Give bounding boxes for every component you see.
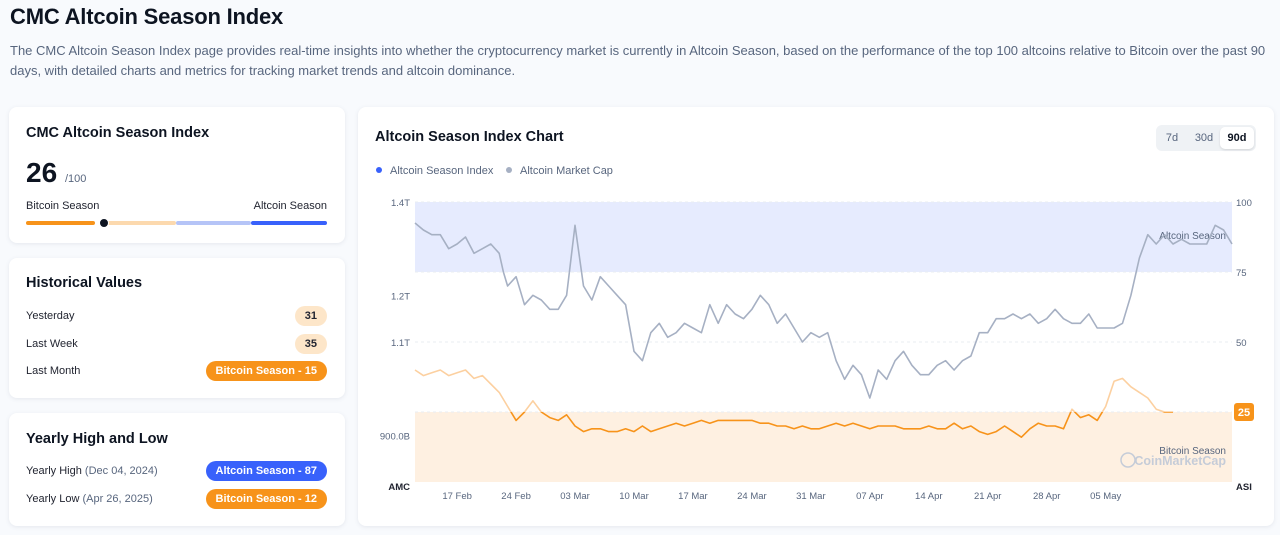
bitcoin-season-zone-label: Bitcoin Season — [1159, 446, 1226, 457]
yearly-low-date: (Apr 26, 2025) — [82, 493, 153, 505]
yesterday-label: Yesterday — [26, 310, 75, 322]
meter-segment-light-blue — [176, 221, 251, 225]
yearly-low-row-label: Yearly Low (Apr 26, 2025) — [26, 493, 153, 505]
x-axis-tick-label: 24 Feb — [501, 491, 531, 502]
timeframe-toggle-group: 7d 30d 90d — [1156, 125, 1256, 151]
chart-title: Altcoin Season Index Chart — [375, 129, 564, 145]
chart-card: Altcoin Season Bitcoin Season CoinMarketCa… — [358, 107, 1274, 526]
meter-segment-altcoin — [251, 221, 327, 225]
yesterday-value-badge: 31 — [294, 306, 327, 326]
left-axis-tick-label: 1.1T — [391, 338, 410, 349]
index-max: /100 — [65, 173, 87, 185]
last-month-label: Last Month — [26, 365, 81, 377]
historical-values-card: Historical Values Yesterday 31 Last Week… — [9, 258, 345, 398]
index-card-title: CMC Altcoin Season Index — [26, 125, 210, 141]
left-axis-tick-label: 900.0B — [380, 431, 410, 442]
coinmarketcap-logo-icon — [1120, 452, 1136, 468]
index-card: CMC Altcoin Season Index 26 /100 Bitcoin… — [9, 107, 345, 243]
meter-indicator — [99, 218, 110, 228]
altcoin-season-chart: Altcoin Season Bitcoin SeasonCoinMarketCa… — [380, 198, 1254, 502]
meter-segment-bitcoin — [26, 221, 95, 225]
x-axis-tick-label: 21 Apr — [974, 491, 1001, 502]
meter-segment-light-orange — [101, 221, 176, 225]
x-axis-tick-label: 31 Mar — [796, 491, 826, 502]
x-axis-tick-label: 17 Feb — [442, 491, 472, 502]
x-axis-tick-label: 17 Mar — [678, 491, 708, 502]
x-axis-tick-label: 24 Mar — [737, 491, 767, 502]
legend-dot-index — [376, 167, 382, 173]
series-line-index — [510, 412, 1173, 438]
season-meter — [26, 218, 327, 228]
bitcoin-season-zone — [415, 412, 1232, 482]
right-axis-tick-label: 50 — [1236, 338, 1247, 349]
toggle-7d[interactable]: 7d — [1165, 132, 1179, 144]
current-value-badge — [1234, 403, 1254, 421]
series-line-market-cap — [414, 222, 1233, 399]
left-axis-tick-label: 1.4T — [391, 198, 410, 209]
bitcoin-season-label: Bitcoin Season — [26, 200, 100, 212]
last-month-value-badge: Bitcoin Season - 15 — [205, 361, 327, 381]
altcoin-season-label: Altcoin Season — [253, 200, 327, 212]
page-description: The CMC Altcoin Season Index page provid… — [10, 43, 1266, 78]
yearly-high-low-title: Yearly High and Low — [26, 431, 168, 447]
yearly-high-date: (Dec 04, 2024) — [84, 465, 158, 477]
yearly-high-label: Yearly High — [26, 465, 82, 477]
legend-item-index[interactable]: Altcoin Season Index — [376, 165, 493, 177]
legend-item-marketcap[interactable]: Altcoin Market Cap — [506, 165, 613, 177]
left-axis-label: AMC — [388, 482, 410, 493]
x-axis-tick-label: 10 Mar — [619, 491, 649, 502]
x-axis-tick-label: 14 Apr — [915, 491, 942, 502]
left-axis-tick-label: 1.2T — [391, 291, 410, 302]
watermark: CoinMarketCap — [1134, 454, 1226, 468]
current-value-badge-label: 25 — [1238, 407, 1250, 419]
last-week-label: Last Week — [26, 338, 78, 350]
x-axis-tick-label: 03 Mar — [560, 491, 590, 502]
legend-label-index: Altcoin Season Index — [390, 165, 494, 177]
toggle-30d[interactable]: 30d — [1194, 132, 1214, 144]
legend-label-marketcap: Altcoin Market Cap — [520, 165, 613, 177]
x-axis-tick-label: 28 Apr — [1033, 491, 1060, 502]
page-title: CMC Altcoin Season Index — [10, 4, 284, 29]
last-week-value-badge: 35 — [294, 334, 327, 354]
yearly-high-low-card: Yearly High and Low Yearly High (Dec 04,… — [9, 413, 345, 526]
index-value: 26 — [26, 157, 58, 188]
right-axis-tick-label: 100 — [1236, 198, 1252, 209]
toggle-90d[interactable]: 90d — [1220, 127, 1254, 149]
right-axis-tick-label: 75 — [1236, 268, 1247, 279]
altcoin-season-zone-label: Altcoin Season — [1159, 231, 1226, 242]
legend-dot-marketcap — [506, 167, 512, 173]
yearly-low-value-badge: Bitcoin Season - 12 — [205, 489, 327, 509]
x-axis-tick-label: 05 May — [1090, 491, 1121, 502]
yearly-low-label: Yearly Low — [26, 493, 80, 505]
right-axis-label: ASI — [1236, 482, 1252, 493]
historical-values-title: Historical Values — [26, 275, 143, 291]
yearly-high-value-badge: Altcoin Season - 87 — [205, 461, 327, 481]
altcoin-season-zone — [415, 202, 1232, 272]
yearly-high-row-label: Yearly High (Dec 04, 2024) — [26, 465, 158, 477]
x-axis-tick-label: 07 Apr — [856, 491, 883, 502]
